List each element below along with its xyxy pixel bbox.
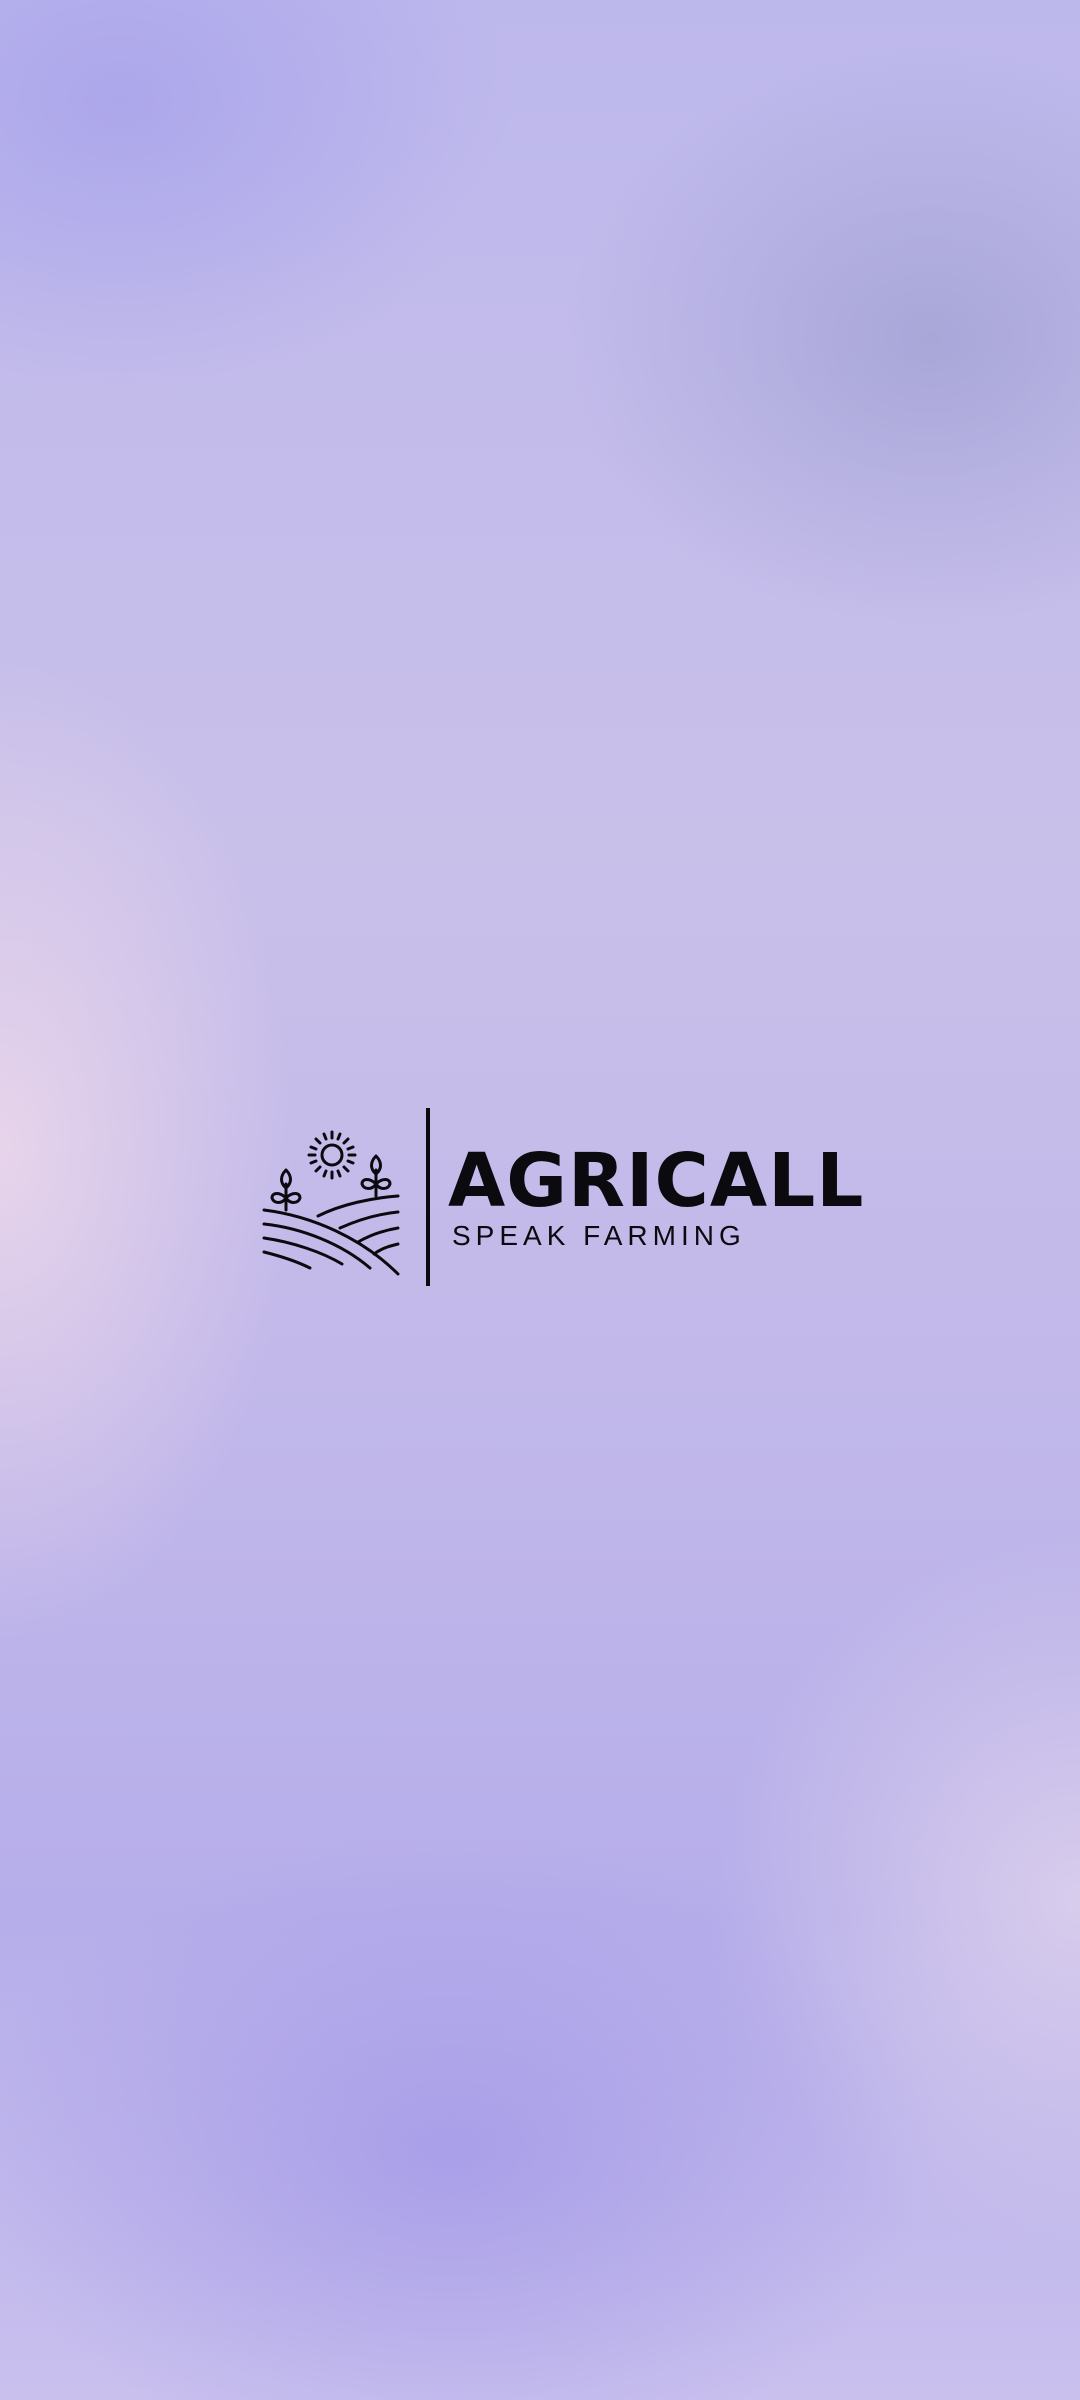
brand-name: AGRICALL xyxy=(448,1138,865,1224)
brand-tagline: SPEAK FARMING xyxy=(452,1220,746,1251)
farm-field-sun-icon xyxy=(262,1130,400,1276)
logo-divider xyxy=(426,1108,430,1286)
app-logo: AGRICALL SPEAK FARMING xyxy=(262,1108,863,1288)
